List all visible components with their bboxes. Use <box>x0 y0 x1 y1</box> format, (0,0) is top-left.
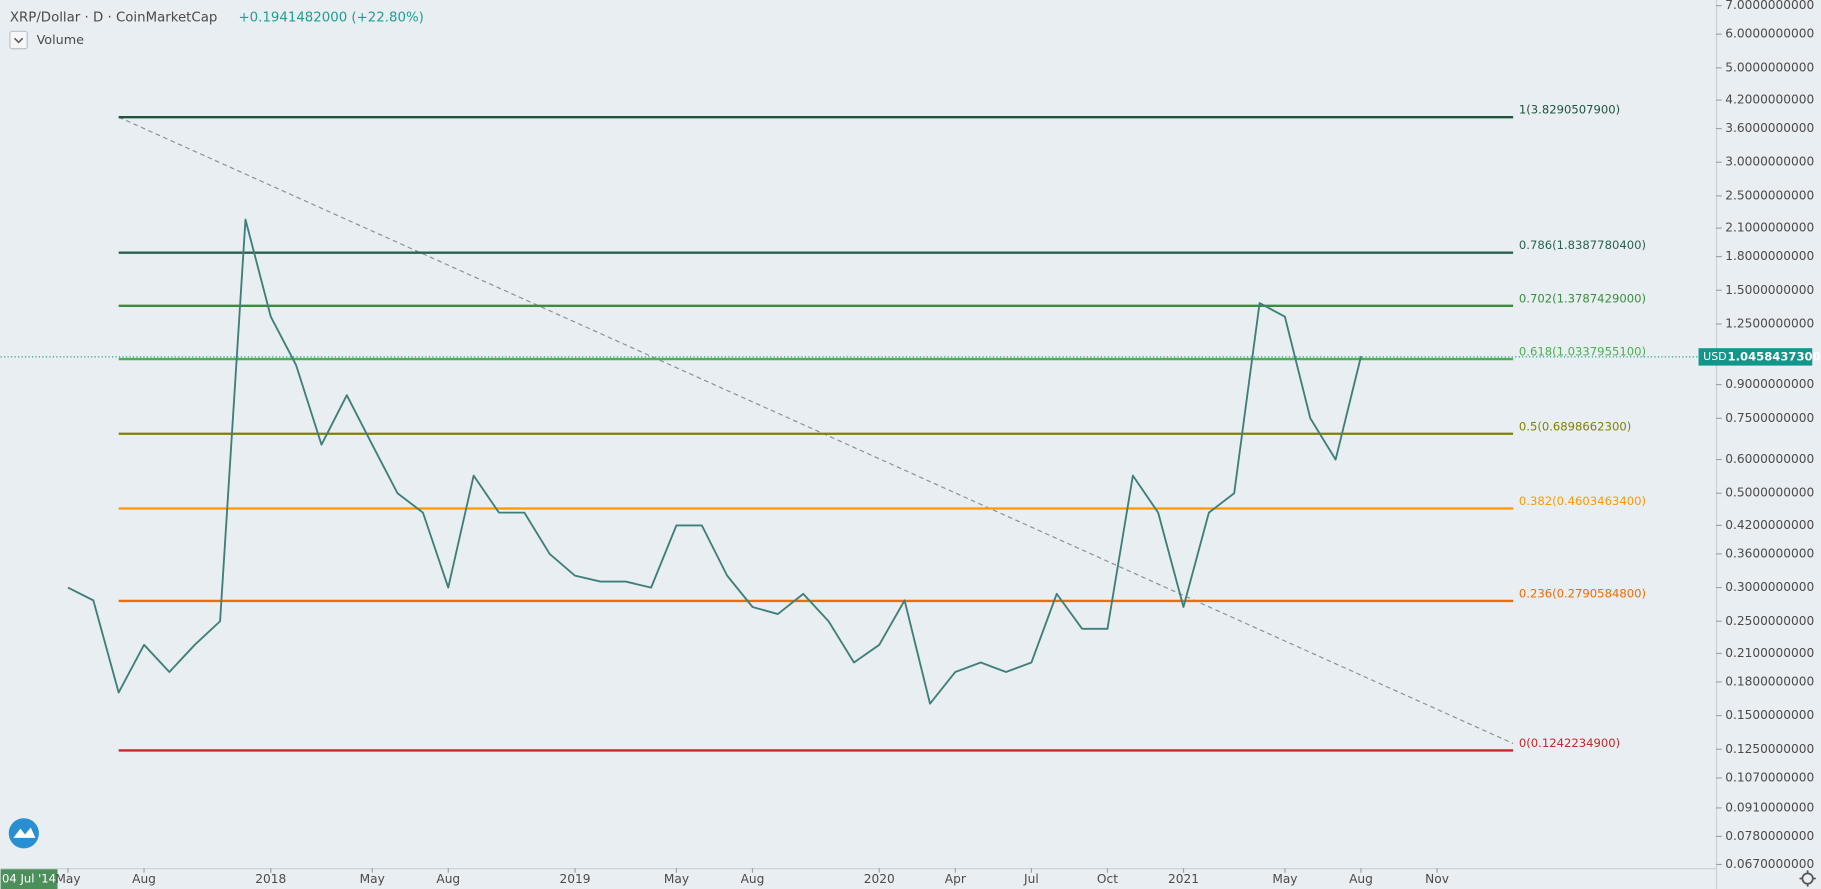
y-tick-label: 0.7500000000 <box>1725 411 1814 425</box>
chart-title: XRP/Dollar · D · CoinMarketCap <box>10 10 217 25</box>
x-tick-label: Apr <box>945 872 966 886</box>
fib-label: 0(0.1242234900) <box>1519 736 1620 750</box>
last-price-label: 1.0458437300 <box>1728 349 1821 363</box>
y-tick-label: 0.1500000000 <box>1725 708 1814 722</box>
x-tick-label: Aug <box>132 872 156 886</box>
y-tick-label: 0.1250000000 <box>1725 742 1814 756</box>
gear-icon[interactable] <box>1801 872 1814 885</box>
y-tick-label: 0.0780000000 <box>1725 829 1814 843</box>
x-tick-label: 2018 <box>255 872 286 886</box>
x-tick-label: May <box>1272 872 1297 886</box>
price-line <box>67 218 1362 705</box>
y-tick-label: 0.3000000000 <box>1725 580 1814 594</box>
x-tick-label: May <box>360 872 385 886</box>
fib-label: 0.382(0.4603463400) <box>1519 494 1646 508</box>
y-tick-label: 1.8000000000 <box>1725 249 1814 263</box>
y-tick-label: 0.4200000000 <box>1725 518 1814 532</box>
fib-label: 0.5(0.6898662300) <box>1519 419 1631 433</box>
y-tick-label: 1.2500000000 <box>1725 316 1814 330</box>
last-price-box <box>1698 348 1813 366</box>
y-tick-label: 0.3600000000 <box>1725 546 1814 560</box>
y-tick-label: 3.6000000000 <box>1725 121 1814 135</box>
currency-label: USD <box>1703 350 1727 363</box>
y-tick-label: 0.2500000000 <box>1725 614 1814 628</box>
y-tick-label: 2.5000000000 <box>1725 188 1814 202</box>
y-tick-label: 1.5000000000 <box>1725 283 1814 297</box>
logo[interactable] <box>8 818 39 849</box>
price-change: +0.1941482000 (+22.80%) <box>239 10 424 25</box>
y-tick-label: 4.2000000000 <box>1725 93 1814 107</box>
crosshair-box <box>0 869 58 889</box>
fib-label: 0.702(1.3787429000) <box>1519 291 1646 305</box>
settings-button[interactable] <box>1799 870 1816 887</box>
fib-levels: 1(3.8290507900) 0.786(1.8387780400) 0.702(… <box>118 103 1646 752</box>
x-tick-label: 2019 <box>560 872 591 886</box>
y-tick-label: 5.0000000000 <box>1725 60 1814 74</box>
y-tick-label: 0.1070000000 <box>1725 771 1814 785</box>
y-tick-label: 0.0910000000 <box>1725 800 1814 814</box>
volume-toggle[interactable] <box>9 30 28 50</box>
x-tick-label: Oct <box>1097 872 1118 886</box>
crosshair-label: 04 Jul '14 <box>2 872 56 886</box>
logo-shape <box>13 827 36 838</box>
y-tick-label: 3.0000000000 <box>1725 155 1814 169</box>
y-tick-label: 0.1800000000 <box>1725 674 1814 688</box>
y-tick-label: 0.0670000000 <box>1725 857 1814 871</box>
y-tick-label: 6.0000000000 <box>1725 27 1814 41</box>
trend-line <box>118 116 1514 745</box>
gear-teeth <box>1799 870 1816 887</box>
collapse-button[interactable] <box>9 30 28 50</box>
fib-label: 0.236(0.2790584800) <box>1519 586 1646 600</box>
fib-label: 1(3.8290507900) <box>1519 103 1620 117</box>
legend-item: Volume <box>37 33 85 48</box>
x-tick-label: Aug <box>1349 872 1373 886</box>
x-tick-label: Aug <box>436 872 460 886</box>
y-tick-label: 0.9000000000 <box>1725 377 1814 391</box>
y-tick-label: 0.6000000000 <box>1725 452 1814 466</box>
x-tick-label: May <box>664 872 689 886</box>
x-tick-label: 2020 <box>864 872 895 886</box>
x-tick-label: 2021 <box>1168 872 1199 886</box>
y-tick-label: 2.1000000000 <box>1725 221 1814 235</box>
x-tick-label: Jul <box>1023 872 1039 886</box>
y-tick-label: 7.0000000000 <box>1725 0 1814 12</box>
x-tick-label: Aug <box>741 872 765 886</box>
plot-area: 1(3.8290507900) 0.786(1.8387780400) 0.702(… <box>0 103 1716 752</box>
x-tick-label: May <box>55 872 80 886</box>
chevron-icon <box>14 37 24 44</box>
y-tick-label: 0.2100000000 <box>1725 646 1814 660</box>
fib-label: 0.618(1.0337955100) <box>1519 345 1646 359</box>
x-tick-label: Nov <box>1425 872 1449 886</box>
fib-label: 0.786(1.8387780400) <box>1519 238 1646 252</box>
y-tick-label: 0.5000000000 <box>1725 486 1814 500</box>
